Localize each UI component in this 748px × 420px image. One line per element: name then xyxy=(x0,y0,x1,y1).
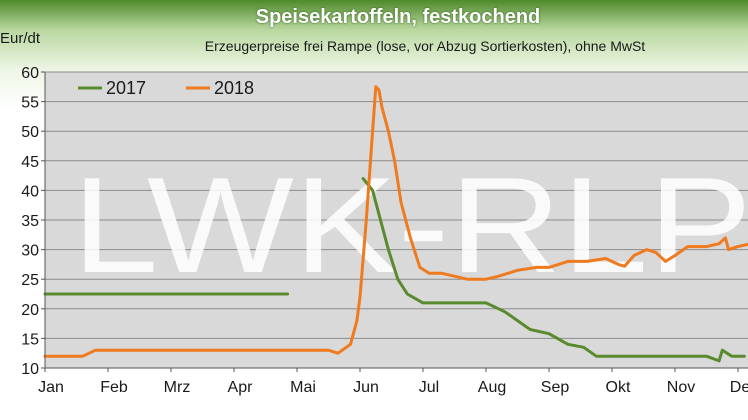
y-tick-label-30: 30 xyxy=(21,243,39,260)
legend-label-2017: 2017 xyxy=(106,78,146,98)
legend-label-2018: 2018 xyxy=(214,78,254,98)
x-tick-label-mai: Mai xyxy=(290,379,316,396)
axes: 10 15 20 25 30 35 40 45 50 55 60 Jan Feb Mrz Apr Mai Jun… xyxy=(21,65,748,396)
y-axis-label: Eur/dt xyxy=(0,30,41,47)
x-tick-label-feb: Feb xyxy=(100,379,128,396)
y-tick-label-55: 55 xyxy=(21,95,39,112)
series-lines xyxy=(43,85,748,363)
x-tick-label-dez: Dez xyxy=(730,379,748,396)
x-tick-label-mrz: Mrz xyxy=(164,379,191,396)
y-tick-label-20: 20 xyxy=(21,302,39,319)
y-tick-label-60: 60 xyxy=(21,65,39,82)
x-tick-label-apr: Apr xyxy=(228,379,254,396)
legend: 2017 2018 xyxy=(78,78,254,98)
y-tick-label-25: 25 xyxy=(21,272,39,289)
chart-subtitle: Erzeugerpreise frei Rampe (lose, vor Abz… xyxy=(204,38,646,54)
watermark: LWK-RLP xyxy=(72,149,748,301)
x-tick-label-aug: Aug xyxy=(478,379,506,396)
grid-lines xyxy=(45,71,748,369)
y-tick-label-10: 10 xyxy=(21,361,39,378)
x-tick-label-jan: Jan xyxy=(38,379,64,396)
y-tick-label-40: 40 xyxy=(21,183,39,200)
x-tick-label-sep: Sep xyxy=(541,379,570,396)
series-2017-line-1 xyxy=(361,177,746,363)
y-tick-label-15: 15 xyxy=(21,331,39,348)
y-tick-label-45: 45 xyxy=(21,154,39,171)
x-tick-label-jun: Jun xyxy=(353,379,379,396)
x-tick-label-okt: Okt xyxy=(606,379,631,396)
y-tick-label-50: 50 xyxy=(21,124,39,141)
x-tick-label-jul: Jul xyxy=(419,379,439,396)
y-tick-label-35: 35 xyxy=(21,213,39,230)
chart-title: Speisekartoffeln, festkochend xyxy=(255,6,541,28)
x-tick-label-nov: Nov xyxy=(667,379,695,396)
series-2018-line-0 xyxy=(43,85,748,358)
